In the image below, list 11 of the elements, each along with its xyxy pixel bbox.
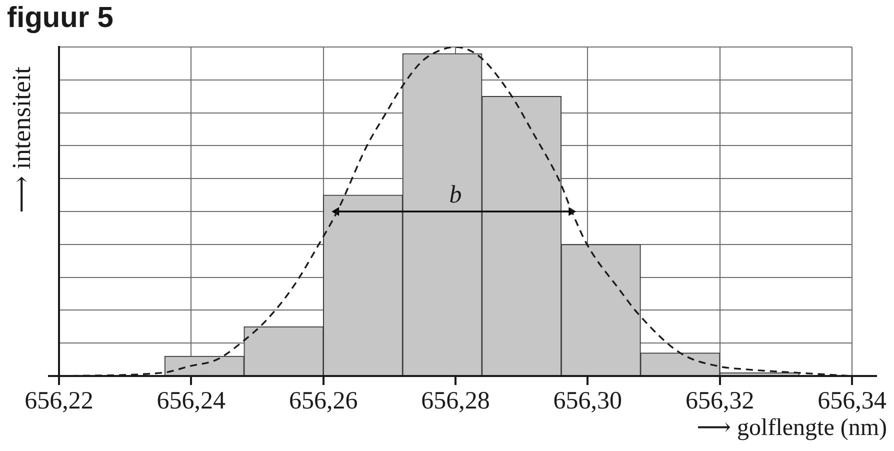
x-axis-title: ⟶ golflengte (nm): [696, 415, 887, 441]
x-tick-label: 656,30: [553, 388, 622, 415]
x-tick-label: 656,34: [818, 388, 887, 415]
x-tick-label: 656,26: [288, 388, 358, 415]
y-axis-title: ⟶ intensiteit: [7, 66, 36, 213]
annotation: b: [449, 182, 462, 209]
x-tick-label: 656,32: [685, 388, 754, 415]
chart-title: figuur 5: [7, 2, 114, 34]
x-tick-label: 656,28: [421, 388, 490, 415]
x-tick-label: 656,22: [24, 388, 94, 415]
x-tick-label: 656,24: [156, 388, 226, 415]
